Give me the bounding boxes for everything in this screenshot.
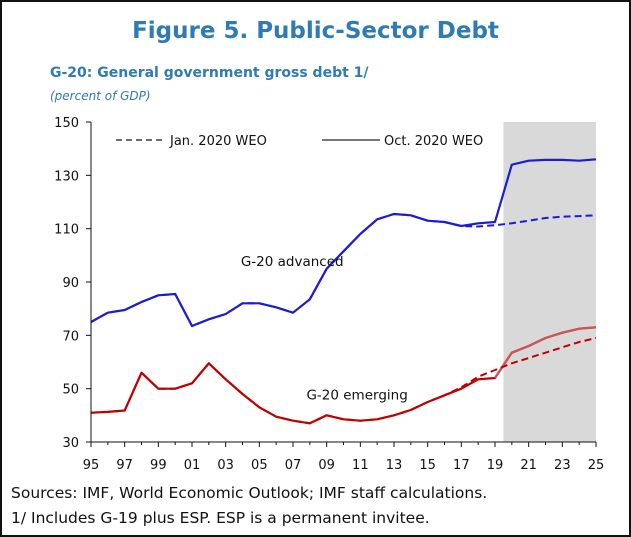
x-tick-label: 23 bbox=[554, 458, 571, 472]
x-tick-label: 95 bbox=[83, 458, 100, 472]
x-tick-label: 05 bbox=[251, 458, 268, 472]
legend-label-jan-2020: Jan. 2020 WEO bbox=[169, 134, 267, 149]
x-tick-label: 25 bbox=[588, 458, 605, 472]
annotation-g20-advanced: G-20 advanced bbox=[241, 254, 344, 270]
projection-shaded-region bbox=[503, 122, 596, 442]
x-tick-label: 21 bbox=[520, 458, 537, 472]
y-tick-label: 130 bbox=[54, 169, 79, 184]
y-tick-label: 110 bbox=[54, 223, 79, 238]
y-tick-label: 30 bbox=[62, 436, 79, 451]
x-tick-label: 11 bbox=[352, 458, 369, 472]
x-tick-label: 01 bbox=[184, 458, 201, 472]
x-tick-label: 19 bbox=[487, 458, 504, 472]
y-tick-label: 150 bbox=[54, 116, 79, 131]
x-tick-label: 07 bbox=[285, 458, 302, 472]
x-tick-label: 13 bbox=[386, 458, 403, 472]
legend: Jan. 2020 WEO Oct. 2020 WEO bbox=[116, 134, 483, 149]
sources-note: Sources: IMF, World Economic Outlook; IM… bbox=[11, 484, 487, 502]
debt-line-chart: 30 50 70 90 110 130 150 95 97 99 01 03 05 07 09 11 13 15 1… bbox=[2, 2, 629, 472]
y-tick-label: 70 bbox=[62, 329, 79, 344]
x-tick-label: 99 bbox=[150, 458, 167, 472]
x-tick-label: 97 bbox=[116, 458, 133, 472]
footnote-1: 1/ Includes G-19 plus ESP. ESP is a perm… bbox=[11, 509, 430, 527]
x-tick-label: 15 bbox=[419, 458, 436, 472]
y-tick-label: 50 bbox=[62, 383, 79, 398]
annotation-g20-emerging: G-20 emerging bbox=[306, 387, 407, 403]
y-tick-label: 90 bbox=[62, 276, 79, 291]
x-tick-label: 17 bbox=[453, 458, 470, 472]
x-tick-label: 09 bbox=[318, 458, 335, 472]
x-tick-label: 03 bbox=[217, 458, 234, 472]
legend-label-oct-2020: Oct. 2020 WEO bbox=[384, 134, 483, 149]
